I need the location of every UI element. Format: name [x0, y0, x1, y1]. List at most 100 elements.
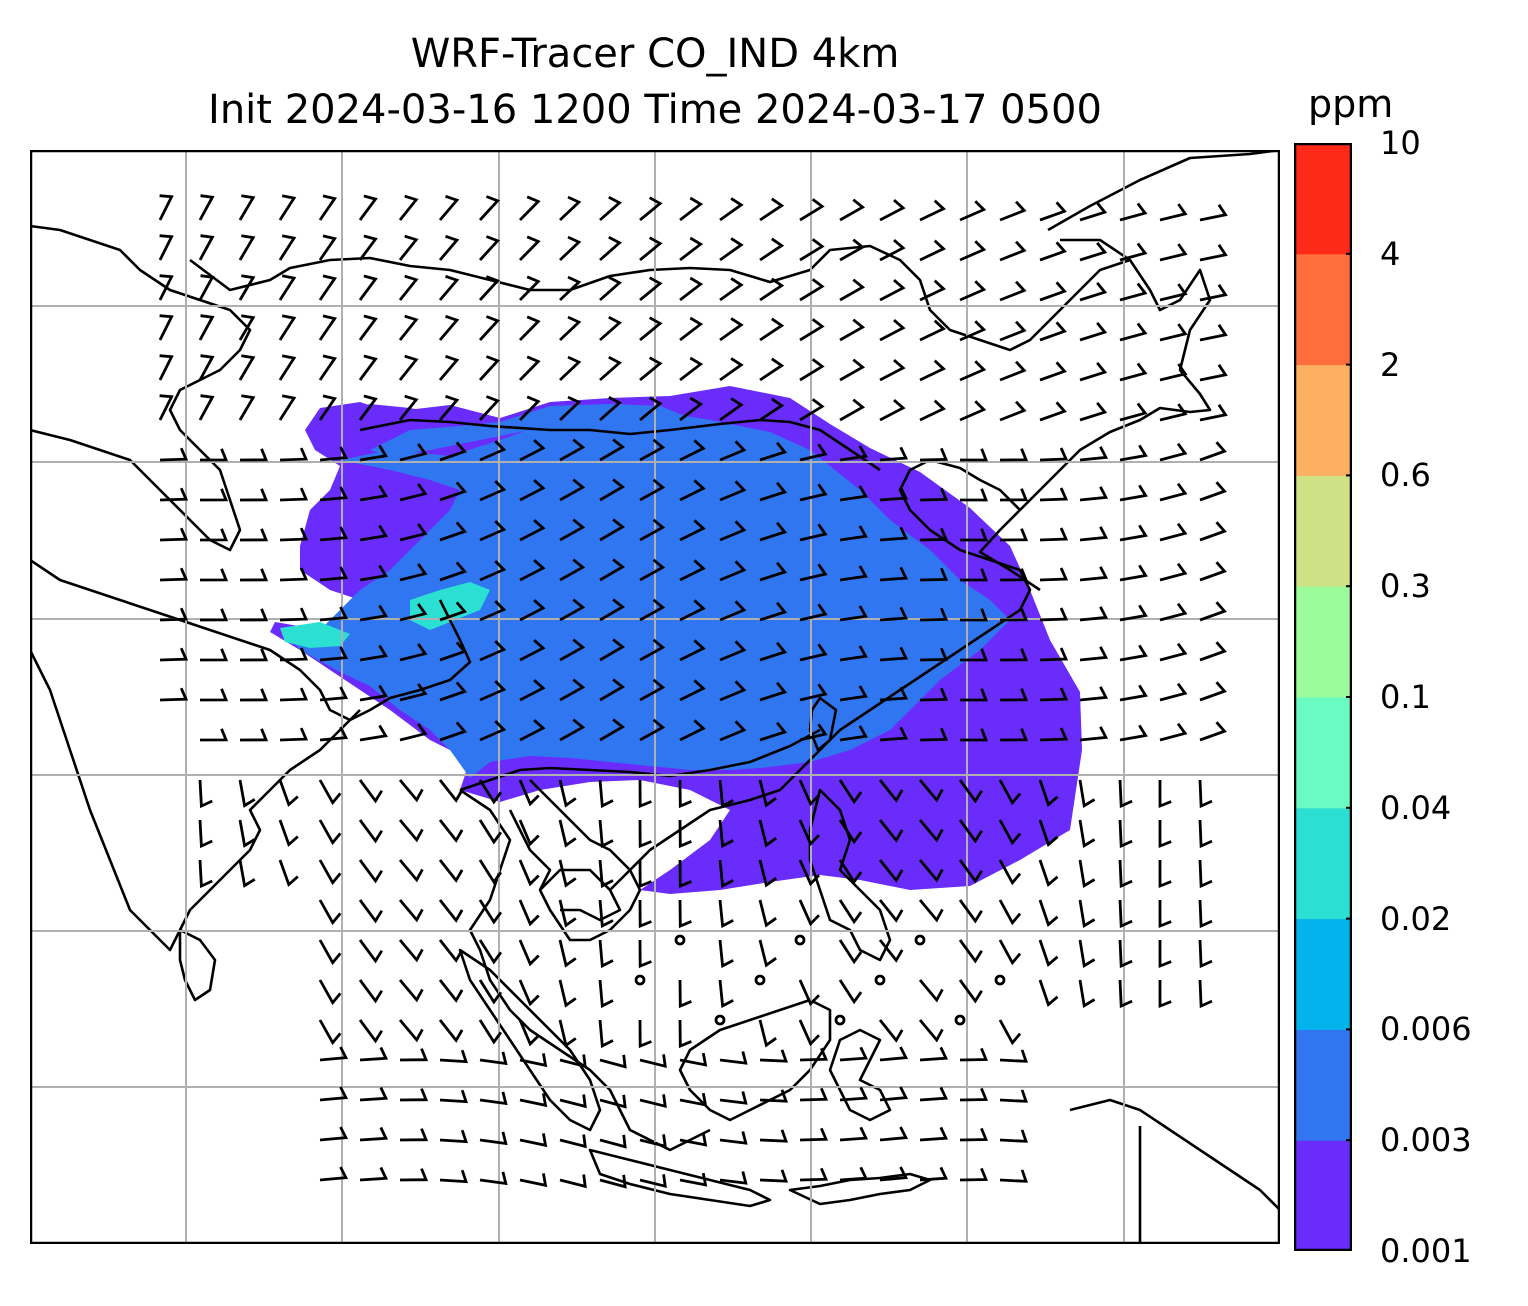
- wind-barb: [359, 1046, 389, 1062]
- wind-barb: [519, 275, 541, 301]
- wind-barb: [1079, 322, 1108, 342]
- wind-barb: [1039, 281, 1067, 302]
- wind-barb: [1039, 607, 1069, 622]
- wind-barb: [559, 638, 586, 662]
- wind-barb: [438, 899, 464, 923]
- wind-barb: [398, 819, 424, 843]
- wind-barb: [918, 1019, 944, 1043]
- wind-barb: [799, 643, 828, 662]
- wind-barb: [919, 647, 949, 662]
- wind-barb: [1159, 203, 1188, 222]
- colorbar-tick-label: 0.04: [1380, 788, 1452, 827]
- wind-barb: [318, 274, 338, 301]
- wind-barb: [478, 979, 503, 1005]
- wind-barb: [1199, 641, 1227, 662]
- wind-barb: [199, 528, 229, 542]
- wind-barb: [1119, 604, 1148, 622]
- wind-barb: [639, 558, 666, 582]
- wind-barb: [719, 197, 744, 222]
- wind-barb: [398, 939, 424, 963]
- wind-barb: [1079, 446, 1109, 462]
- wind-barb: [799, 318, 825, 342]
- wind-barb: [519, 315, 541, 341]
- wind-barb: [678, 779, 692, 809]
- wind-barb: [319, 1086, 349, 1102]
- wind-barb: [1159, 283, 1188, 302]
- wind-barb: [839, 685, 868, 702]
- wind-barb: [998, 1019, 1022, 1046]
- wind-barb: [799, 1047, 829, 1062]
- wind-barb: [839, 1166, 869, 1182]
- wind-barb: [359, 1126, 389, 1142]
- wind-barb: [1199, 561, 1227, 582]
- wind-barb: [919, 199, 946, 222]
- wind-barb: [1199, 284, 1228, 302]
- wind-barb: [358, 194, 378, 221]
- wind-barb: [599, 236, 622, 262]
- wind-barb: [1078, 779, 1096, 808]
- wind-barb: [799, 238, 825, 262]
- wind-barb: [838, 939, 863, 965]
- wind-barb: [999, 528, 1029, 542]
- wind-barb: [359, 604, 388, 622]
- wind-barb: [799, 723, 828, 742]
- wind-barb: [359, 724, 388, 742]
- wind-barb: [958, 859, 983, 884]
- wind-barb: [358, 779, 383, 804]
- wind-barb: [1119, 202, 1148, 222]
- wind-barb: [599, 356, 622, 382]
- wind-barb: [199, 688, 229, 702]
- wind-barb: [398, 1019, 424, 1043]
- wind-barb: [438, 859, 464, 883]
- wind-barb: [1039, 687, 1069, 702]
- wind-barb: [919, 487, 949, 502]
- wind-barb: [278, 859, 299, 887]
- wind-barb: [398, 394, 419, 421]
- wind-barb: [159, 607, 189, 622]
- wind-barb: [1199, 404, 1228, 422]
- colorbar-tick-label: 0.006: [1380, 1010, 1472, 1049]
- wind-barb: [239, 728, 269, 742]
- wind-barb: [358, 354, 378, 381]
- wind-barb: [960, 488, 989, 502]
- wind-barb: [318, 819, 342, 846]
- wind-barb: [1159, 442, 1188, 462]
- wind-barb: [478, 779, 503, 805]
- wind-barb: [358, 899, 383, 924]
- wind-barb: [598, 819, 614, 849]
- wind-barb: [598, 1019, 614, 1049]
- wind-barb: [960, 688, 989, 702]
- wind-barb: [879, 1126, 909, 1142]
- wind-barb: [478, 275, 501, 301]
- wind-barb: [519, 395, 541, 421]
- wind-barb: [839, 398, 866, 422]
- wind-barb: [719, 1171, 748, 1185]
- colorbar-segment: [1294, 918, 1352, 1030]
- calm-wind-marker: [794, 934, 806, 946]
- wind-barb: [1198, 779, 1213, 809]
- wind-barb: [839, 198, 866, 222]
- wind-barb: [599, 558, 625, 582]
- wind-barb: [639, 1134, 667, 1149]
- wind-barb: [238, 859, 256, 888]
- wind-barb: [559, 235, 582, 262]
- wind-barb: [359, 524, 388, 542]
- wind-barb: [719, 237, 744, 262]
- wind-barb: [519, 235, 541, 261]
- wind-barb: [879, 199, 906, 222]
- wind-barb: [639, 1054, 667, 1069]
- wind-barb: [639, 718, 666, 742]
- wind-barb: [1039, 241, 1067, 262]
- coast-philippines: [808, 788, 892, 962]
- wind-barb: [559, 275, 582, 302]
- wind-barb: [679, 1092, 708, 1107]
- wind-barb: [1159, 243, 1188, 262]
- wind-barb: [1119, 524, 1148, 542]
- wind-barb: [1199, 681, 1227, 702]
- wind-barb: [879, 1166, 909, 1182]
- wind-barb: [839, 565, 868, 582]
- wind-barb: [999, 608, 1029, 622]
- wind-barb: [719, 357, 744, 382]
- wind-barb: [279, 607, 309, 622]
- wind-barb: [238, 394, 256, 421]
